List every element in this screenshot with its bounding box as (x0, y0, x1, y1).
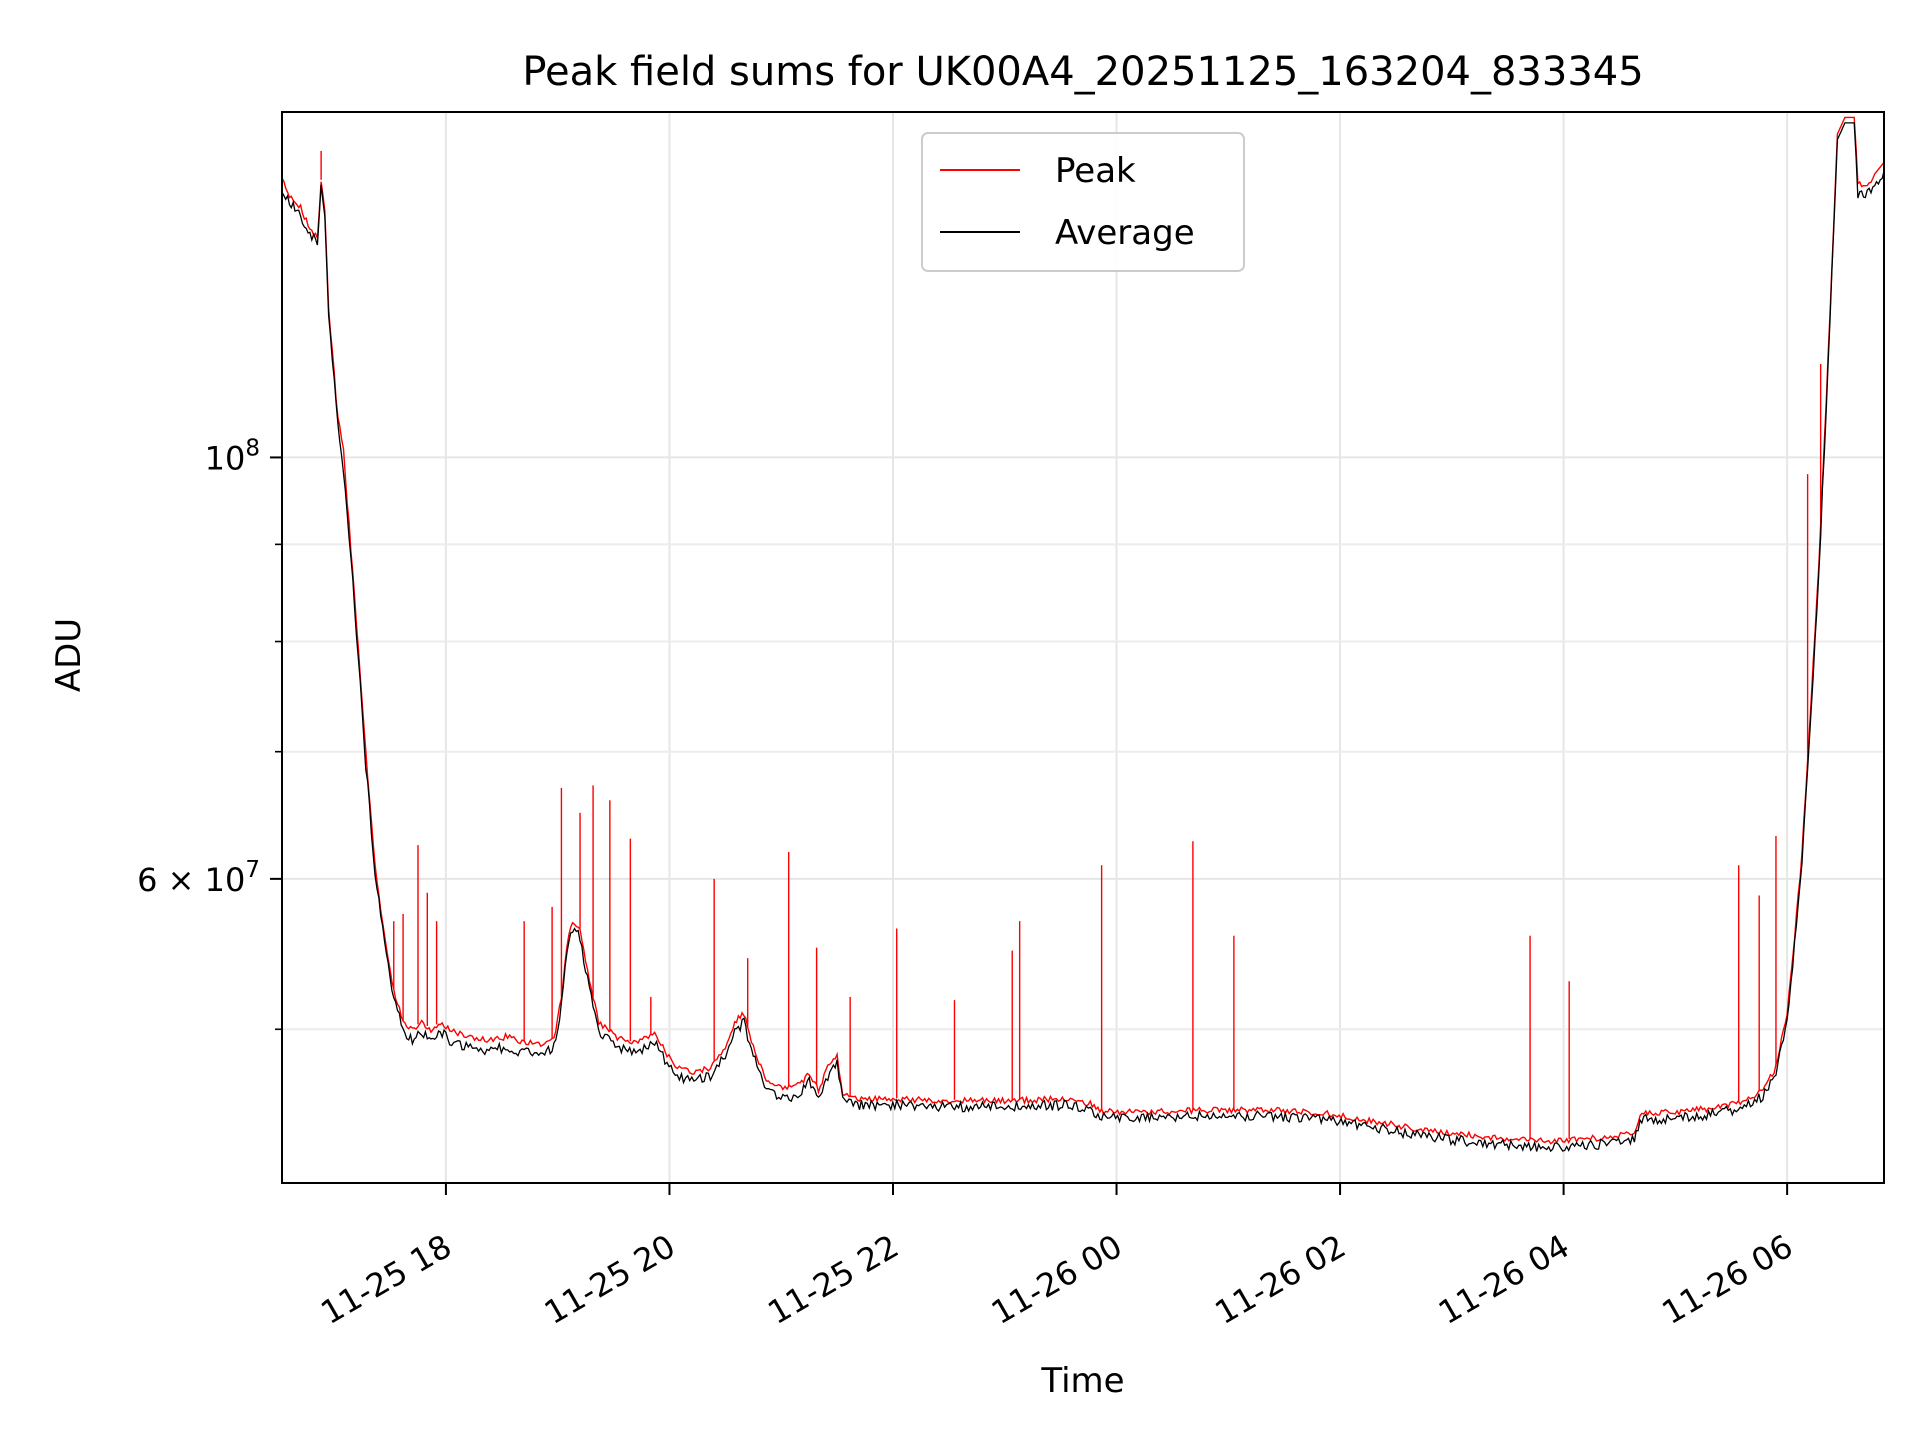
y-tick-label: 6 × 107 (137, 857, 260, 899)
chart-title: Peak field sums for UK00A4_20251125_1632… (522, 49, 1643, 95)
series-layer (281, 116, 1885, 1153)
legend-label-average: Average (1055, 213, 1195, 253)
series-peak-line (281, 116, 1885, 1145)
x-axis-label: Time (1040, 1361, 1124, 1401)
grid-layer (282, 112, 1884, 1183)
series-average-line (281, 122, 1885, 1153)
y-axis-label: ADU (49, 618, 89, 692)
y-tick-label: 108 (205, 435, 260, 477)
legend-label-peak: Peak (1055, 151, 1136, 191)
plot-frame (281, 111, 1885, 1184)
legend: Peak Average (921, 132, 1245, 272)
legend-box (921, 132, 1245, 272)
